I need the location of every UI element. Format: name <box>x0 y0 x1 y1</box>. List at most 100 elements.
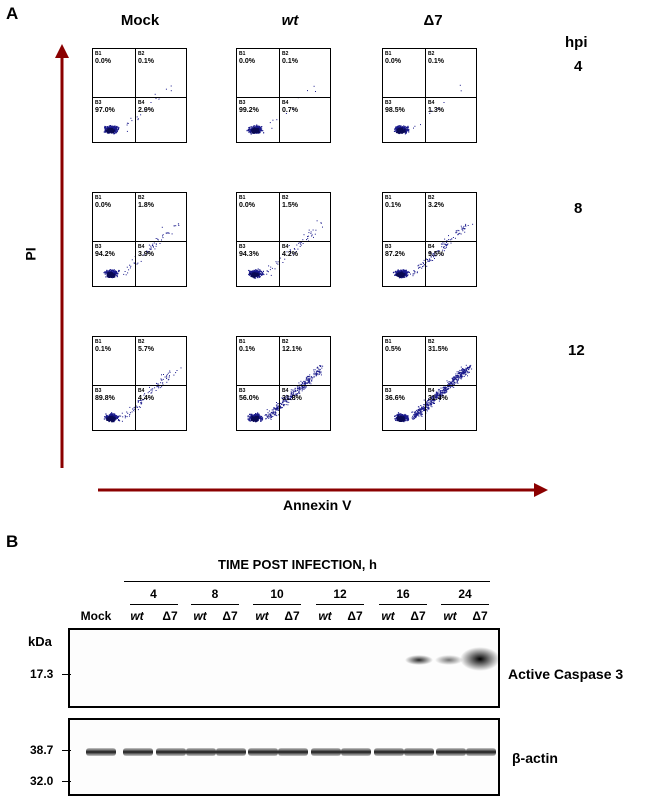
column-header-mock: Mock <box>120 12 160 29</box>
quadrant-label-b2: B2 <box>428 195 435 201</box>
marker-32-0-tick <box>62 781 71 782</box>
quadrant-label-b1: B1 <box>239 51 246 57</box>
quadrant-horizontal-gate <box>93 385 186 386</box>
quadrant-label-b3: B3 <box>385 388 392 394</box>
quadrant-percent-b2: 0.1% <box>428 58 444 65</box>
quadrant-horizontal-gate <box>237 97 330 98</box>
quadrant-percent-b4: 3.9% <box>138 251 154 258</box>
quadrant-horizontal-gate <box>383 385 476 386</box>
flow-plot-r2-c1: B1 0.0% B2 1.8% B3 94.2% B4 3.9% <box>92 192 187 287</box>
quadrant-percent-b4: 4.2% <box>282 251 298 258</box>
flow-plot-dots <box>392 223 474 279</box>
timepoint-12h: 12 <box>333 587 347 601</box>
quadrant-label-b3: B3 <box>95 244 102 250</box>
quadrant-percent-b2: 31.5% <box>428 346 448 353</box>
lane-label-4: Δ7 <box>222 609 238 623</box>
quadrant-label-b2: B2 <box>138 51 145 57</box>
quadrant-percent-b1: 0.5% <box>385 346 401 353</box>
quadrant-label-b4: B4 <box>138 100 145 106</box>
row-label-12: 12 <box>568 342 585 359</box>
flow-plot-r2-c3: B1 0.1% B2 3.2% B3 87.2% B4 9.5% <box>382 192 477 287</box>
quadrant-percent-b1: 0.0% <box>239 58 255 65</box>
timepoint-underline-4h <box>129 604 178 605</box>
flow-plot-r3-c1: B1 0.1% B2 5.7% B3 89.8% B4 4.4% <box>92 336 187 431</box>
quadrant-label-b3: B3 <box>239 244 246 250</box>
quadrant-label-b2: B2 <box>428 339 435 345</box>
lane-label-3: wt <box>193 609 207 623</box>
quadrant-label-b1: B1 <box>385 339 392 345</box>
quadrant-vertical-gate <box>135 49 136 142</box>
beta-actin-bands <box>86 748 496 756</box>
lane-label-12: Δ7 <box>472 609 488 623</box>
quadrant-label-b2: B2 <box>282 51 289 57</box>
quadrant-label-b3: B3 <box>95 388 102 394</box>
quadrant-percent-b1: 0.0% <box>95 58 111 65</box>
quadrant-label-b3: B3 <box>239 388 246 394</box>
quadrant-label-b4: B4 <box>138 244 145 250</box>
actin-band-lane-6 <box>278 748 308 756</box>
flow-plot-dots <box>246 85 316 135</box>
quadrant-label-b2: B2 <box>138 339 145 345</box>
quadrant-label-b4: B4 <box>428 100 435 106</box>
quadrant-percent-b2: 0.1% <box>138 58 154 65</box>
lane-label-2: Δ7 <box>162 609 178 623</box>
quadrant-percent-b4: 2.9% <box>138 107 154 114</box>
panel-b-letter: B <box>6 532 19 551</box>
quadrant-percent-b2: 0.1% <box>282 58 298 65</box>
quadrant-label-b1: B1 <box>95 339 102 345</box>
pi-axis-arrow <box>55 44 69 468</box>
flow-plot-dots <box>394 364 473 423</box>
quadrant-percent-b3: 87.2% <box>385 251 405 258</box>
quadrant-percent-b4: 0.7% <box>282 107 298 114</box>
quadrant-percent-b3: 36.6% <box>385 395 405 402</box>
quadrant-percent-b1: 0.0% <box>95 202 111 209</box>
timepoint-4h: 4 <box>150 587 157 601</box>
flow-plot-dots <box>103 223 180 279</box>
quadrant-label-b1: B1 <box>239 339 246 345</box>
flow-plot-r3-c3: B1 0.5% B2 31.5% B3 36.6% B4 31.4% <box>382 336 477 431</box>
timepoint-underline-12h <box>316 604 364 605</box>
flow-plot-dots <box>103 367 182 423</box>
actin-band-lane-4 <box>216 748 246 756</box>
quadrant-label-b3: B3 <box>95 100 102 106</box>
actin-band-lane-11 <box>436 748 466 756</box>
quadrant-percent-b2: 3.2% <box>428 202 444 209</box>
quadrant-label-b4: B4 <box>428 388 435 394</box>
flow-plot-dots <box>247 365 324 423</box>
quadrant-horizontal-gate <box>237 241 330 242</box>
lane-label-0: Mock <box>80 609 112 623</box>
quadrant-percent-b3: 97.0% <box>95 107 115 114</box>
actin-band-lane-8 <box>341 748 371 756</box>
flow-plot-dots <box>248 220 323 279</box>
flow-plot-r1-c1: B1 0.0% B2 0.1% B3 97.0% B4 2.9% <box>92 48 187 143</box>
quadrant-horizontal-gate <box>383 241 476 242</box>
quadrant-vertical-gate <box>425 193 426 286</box>
actin-band-lane-9 <box>374 748 404 756</box>
quadrant-label-b2: B2 <box>282 339 289 345</box>
quadrant-percent-b2: 1.5% <box>282 202 298 209</box>
quadrant-label-b4: B4 <box>282 100 289 106</box>
flow-plot-r3-c2: B1 0.1% B2 12.1% B3 56.0% B4 31.8% <box>236 336 331 431</box>
quadrant-percent-b1: 0.1% <box>95 346 111 353</box>
actin-band-lane-2 <box>156 748 186 756</box>
quadrant-vertical-gate <box>279 193 280 286</box>
actin-band-lane-5 <box>248 748 278 756</box>
quadrant-label-b1: B1 <box>385 51 392 57</box>
column-header-wt: wt <box>281 12 299 29</box>
quadrant-percent-b3: 98.5% <box>385 107 405 114</box>
flow-plot-r1-c3: B1 0.0% B2 0.1% B3 98.5% B4 1.3% <box>382 48 477 143</box>
quadrant-percent-b3: 94.3% <box>239 251 259 258</box>
timepoint-underline-24h <box>441 604 489 605</box>
quadrant-label-b2: B2 <box>138 195 145 201</box>
caspase3-bands <box>405 647 498 671</box>
lane-label-6: Δ7 <box>284 609 300 623</box>
quadrant-percent-b2: 1.8% <box>138 202 154 209</box>
quadrant-vertical-gate <box>425 49 426 142</box>
quadrant-percent-b1: 0.0% <box>385 58 401 65</box>
lane-label-7: wt <box>318 609 332 623</box>
row-label-8: 8 <box>574 200 583 217</box>
annexin-axis-label: Annexin V <box>283 497 352 513</box>
beta-actin-label: β-actin <box>512 750 558 766</box>
timepoint-underline-16h <box>379 604 427 605</box>
caspase3-band-24h-delta7 <box>460 647 498 671</box>
